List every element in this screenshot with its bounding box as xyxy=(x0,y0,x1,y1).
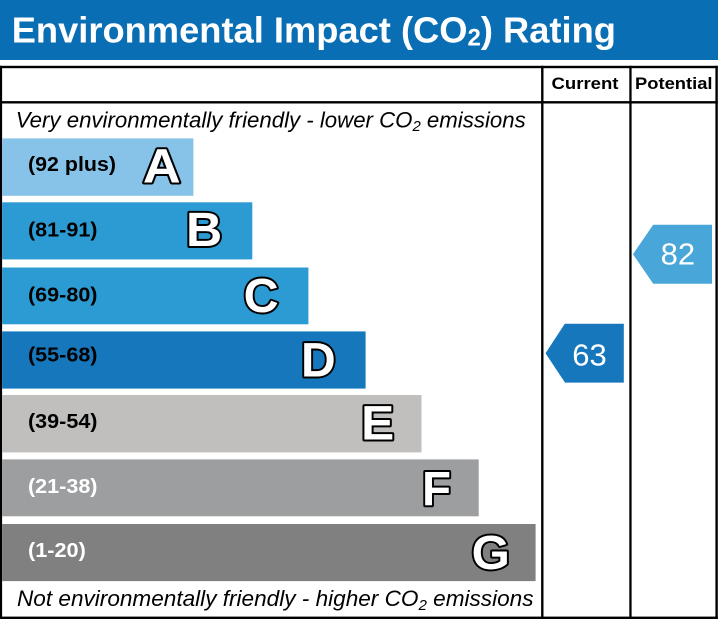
svg-text:G: G xyxy=(472,527,510,580)
svg-text:(39-54): (39-54) xyxy=(28,411,98,433)
svg-text:B: B xyxy=(186,204,222,257)
svg-text:C: C xyxy=(244,270,279,323)
svg-text:E: E xyxy=(361,398,394,451)
svg-text:(21-38): (21-38) xyxy=(28,476,98,498)
svg-text:(1-20): (1-20) xyxy=(28,540,86,562)
svg-text:Potential: Potential xyxy=(635,75,713,93)
svg-text:(92 plus): (92 plus) xyxy=(28,154,116,176)
svg-text:(81-91): (81-91) xyxy=(28,219,98,241)
svg-text:82: 82 xyxy=(661,236,695,271)
svg-text:Very environmentally friendly: Very environmentally friendly - lower CO… xyxy=(16,108,526,136)
svg-text:Current: Current xyxy=(552,75,620,93)
svg-text:D: D xyxy=(301,334,336,387)
svg-text:A: A xyxy=(143,141,181,194)
svg-text:Environmental Impact (CO2) Rat: Environmental Impact (CO2) Rating xyxy=(12,10,616,52)
svg-text:Not environmentally friendly -: Not environmentally friendly - higher CO… xyxy=(17,586,534,614)
svg-text:(55-68): (55-68) xyxy=(28,345,98,367)
svg-text:(69-80): (69-80) xyxy=(28,284,98,306)
svg-text:F: F xyxy=(422,463,451,516)
svg-text:63: 63 xyxy=(572,338,606,373)
